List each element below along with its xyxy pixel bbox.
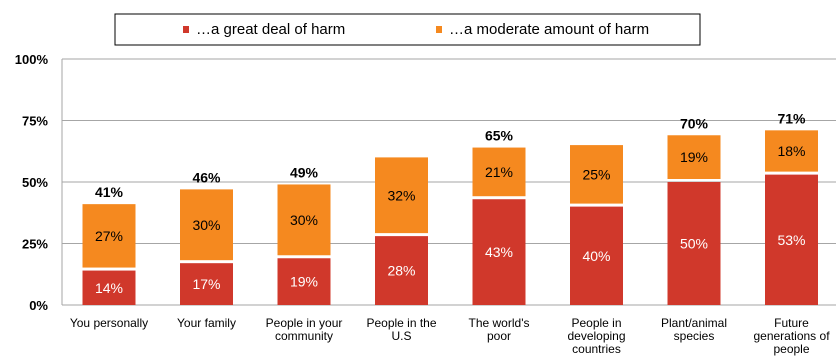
bar-great-deal: [180, 263, 233, 305]
x-tick-label: community: [275, 329, 333, 343]
x-tick-label: Plant/animal: [661, 316, 727, 330]
x-tick-label: The world's: [469, 316, 530, 330]
x-tick-label: people: [773, 342, 809, 356]
legend-swatch-great-deal: [183, 26, 189, 33]
data-label-moderate: 32%: [387, 187, 415, 203]
x-tick-label: poor: [487, 329, 511, 343]
data-label-great-deal: 40%: [582, 248, 610, 264]
y-tick-label: 50%: [22, 175, 48, 190]
x-tick-label: People in the: [366, 316, 436, 330]
total-label: 70%: [680, 115, 709, 131]
bar-moderate: [277, 184, 331, 256]
bar-great-deal: [82, 270, 136, 305]
data-label-moderate: 19%: [680, 149, 708, 165]
legend-swatch-moderate: [436, 26, 442, 33]
y-tick-label: 25%: [22, 237, 48, 252]
bar-moderate: [667, 135, 721, 179]
legend: …a great deal of harm …a moderate amount…: [114, 13, 701, 46]
x-axis: You personally Your family People in yourc…: [70, 316, 830, 356]
y-tick-label: 75%: [22, 114, 48, 129]
x-tick-label: Your family: [177, 316, 236, 330]
data-label-moderate: 25%: [582, 166, 610, 182]
x-tick-label: People in: [571, 316, 621, 330]
bar-great-deal: [375, 236, 428, 305]
bars: 14% 27% 41% 17% 30% 46% 19% 30% 49% 28% 32% 43% 21% 6…: [82, 110, 818, 305]
data-label-moderate: 30%: [192, 217, 220, 233]
legend-label-moderate: …a moderate amount of harm: [449, 21, 649, 38]
x-tick-label: People in your: [266, 316, 343, 330]
total-label: 65%: [485, 128, 514, 144]
data-label-moderate: 27%: [95, 228, 123, 244]
bar-moderate: [765, 130, 818, 172]
data-label-great-deal: 43%: [485, 244, 513, 260]
data-label-great-deal: 17%: [192, 276, 220, 292]
total-label: 71%: [777, 110, 806, 126]
total-label: 46%: [192, 169, 221, 185]
legend-box: [114, 13, 701, 46]
y-tick-label: 0%: [29, 298, 48, 313]
bar-great-deal: [472, 199, 526, 305]
bar-moderate: [570, 145, 623, 204]
data-label-moderate: 21%: [485, 164, 513, 180]
data-label-great-deal: 53%: [777, 232, 805, 248]
x-tick-label: generations of: [753, 329, 830, 343]
bar-moderate: [82, 204, 136, 268]
bar-great-deal: [765, 174, 818, 305]
data-label-moderate: 18%: [777, 143, 805, 159]
data-label-great-deal: 14%: [95, 280, 123, 296]
data-label-moderate: 30%: [290, 212, 318, 228]
x-tick-label: countries: [572, 342, 621, 356]
legend-label-great-deal: …a great deal of harm: [196, 21, 345, 38]
data-label-great-deal: 50%: [680, 236, 708, 252]
bar-great-deal: [667, 182, 721, 305]
bar-moderate: [375, 157, 428, 234]
x-tick-label: Future: [774, 316, 809, 330]
data-label-great-deal: 28%: [387, 263, 415, 279]
data-label-great-deal: 19%: [290, 274, 318, 290]
x-tick-label: U.S: [391, 329, 411, 343]
bar-moderate: [180, 189, 233, 261]
x-tick-label: You personally: [70, 316, 148, 330]
bar-moderate: [472, 147, 526, 197]
y-tick-label: 100%: [15, 52, 49, 67]
bar-great-deal: [570, 206, 623, 305]
total-label: 49%: [290, 164, 319, 180]
bar-great-deal: [277, 258, 331, 305]
x-tick-label: developing: [567, 329, 625, 343]
x-tick-label: species: [674, 329, 715, 343]
total-label: 41%: [95, 184, 124, 200]
